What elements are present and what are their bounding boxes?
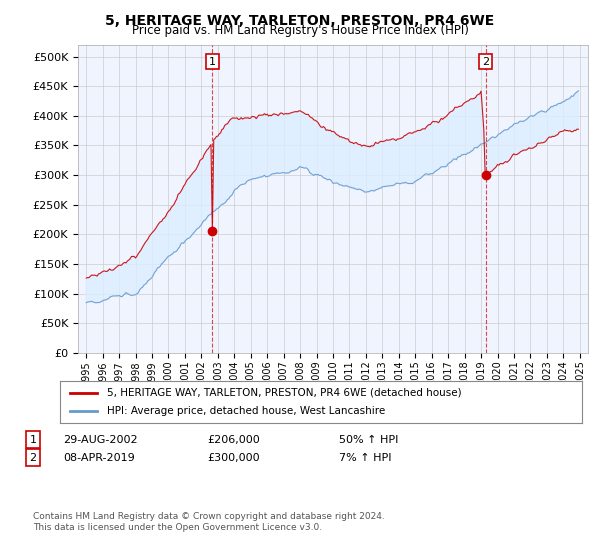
Text: 5, HERITAGE WAY, TARLETON, PRESTON, PR4 6WE: 5, HERITAGE WAY, TARLETON, PRESTON, PR4 … bbox=[106, 14, 494, 28]
Text: 7% ↑ HPI: 7% ↑ HPI bbox=[339, 452, 391, 463]
Text: 5, HERITAGE WAY, TARLETON, PRESTON, PR4 6WE (detached house): 5, HERITAGE WAY, TARLETON, PRESTON, PR4 … bbox=[107, 388, 461, 398]
Text: 2: 2 bbox=[482, 57, 489, 67]
Text: £206,000: £206,000 bbox=[207, 435, 260, 445]
Text: £300,000: £300,000 bbox=[207, 452, 260, 463]
Text: 08-APR-2019: 08-APR-2019 bbox=[63, 452, 135, 463]
Text: HPI: Average price, detached house, West Lancashire: HPI: Average price, detached house, West… bbox=[107, 406, 385, 416]
Text: 2: 2 bbox=[29, 452, 37, 463]
Text: Contains HM Land Registry data © Crown copyright and database right 2024.
This d: Contains HM Land Registry data © Crown c… bbox=[33, 512, 385, 532]
Text: 1: 1 bbox=[209, 57, 216, 67]
Text: 50% ↑ HPI: 50% ↑ HPI bbox=[339, 435, 398, 445]
Text: Price paid vs. HM Land Registry's House Price Index (HPI): Price paid vs. HM Land Registry's House … bbox=[131, 24, 469, 37]
Text: 1: 1 bbox=[29, 435, 37, 445]
Text: 29-AUG-2002: 29-AUG-2002 bbox=[63, 435, 137, 445]
